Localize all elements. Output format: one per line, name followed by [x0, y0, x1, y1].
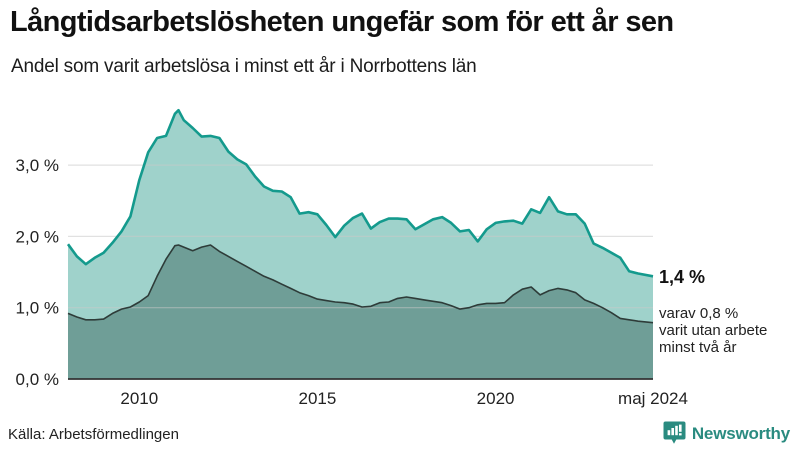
chart-svg: 0,0 % 1,0 % 2,0 % 3,0 % 2010 2015 2020 m… [16, 108, 767, 408]
source-credit: Källa: Arbetsförmedlingen [8, 426, 179, 443]
series-total-line [66, 108, 654, 278]
y-tick-label: 0,0 % [16, 370, 59, 389]
annotation-line-2: varit utan arbete [659, 322, 767, 339]
grid-lines [68, 164, 653, 309]
series-two-years-area [68, 245, 653, 379]
page-subtitle: Andel som varit arbetslösa i minst ett å… [11, 56, 477, 77]
x-tick-label: maj 2024 [618, 389, 688, 408]
newsworthy-wordmark: Newsworthy [691, 423, 790, 443]
y-tick-label: 3,0 % [16, 156, 59, 175]
x-tick-label: 2010 [120, 389, 158, 408]
annotation-line-3: minst två år [659, 339, 737, 356]
series-two-years-line [67, 244, 654, 324]
y-tick-label: 2,0 % [16, 227, 59, 246]
page-title: Långtidsarbetslösheten ungefär som för e… [10, 6, 674, 38]
y-tick-label: 1,0 % [16, 299, 59, 318]
x-tick-label: 2015 [298, 389, 336, 408]
end-value-label: 1,4 % [659, 267, 705, 287]
newsworthy-icon [663, 421, 686, 444]
newsworthy-logo[interactable]: Newsworthy [663, 421, 790, 446]
x-tick-label: 2020 [477, 389, 515, 408]
annotation-line-1: varav 0,8 % [659, 305, 738, 322]
